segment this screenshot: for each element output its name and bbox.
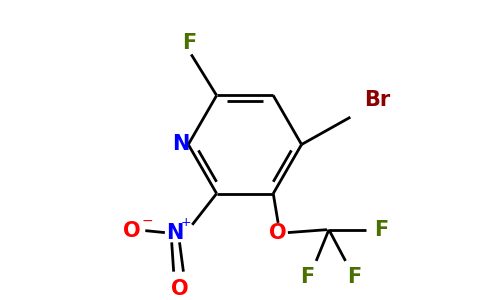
Text: O: O — [269, 223, 287, 243]
Text: Br: Br — [364, 90, 391, 110]
Text: F: F — [347, 266, 362, 286]
Text: N: N — [166, 223, 183, 243]
Text: −: − — [141, 214, 153, 228]
Text: F: F — [375, 220, 389, 240]
Text: O: O — [171, 279, 188, 299]
Text: F: F — [300, 266, 315, 286]
Text: O: O — [123, 220, 140, 241]
Text: F: F — [182, 33, 197, 53]
Text: N: N — [172, 134, 189, 154]
Text: +: + — [181, 216, 192, 229]
